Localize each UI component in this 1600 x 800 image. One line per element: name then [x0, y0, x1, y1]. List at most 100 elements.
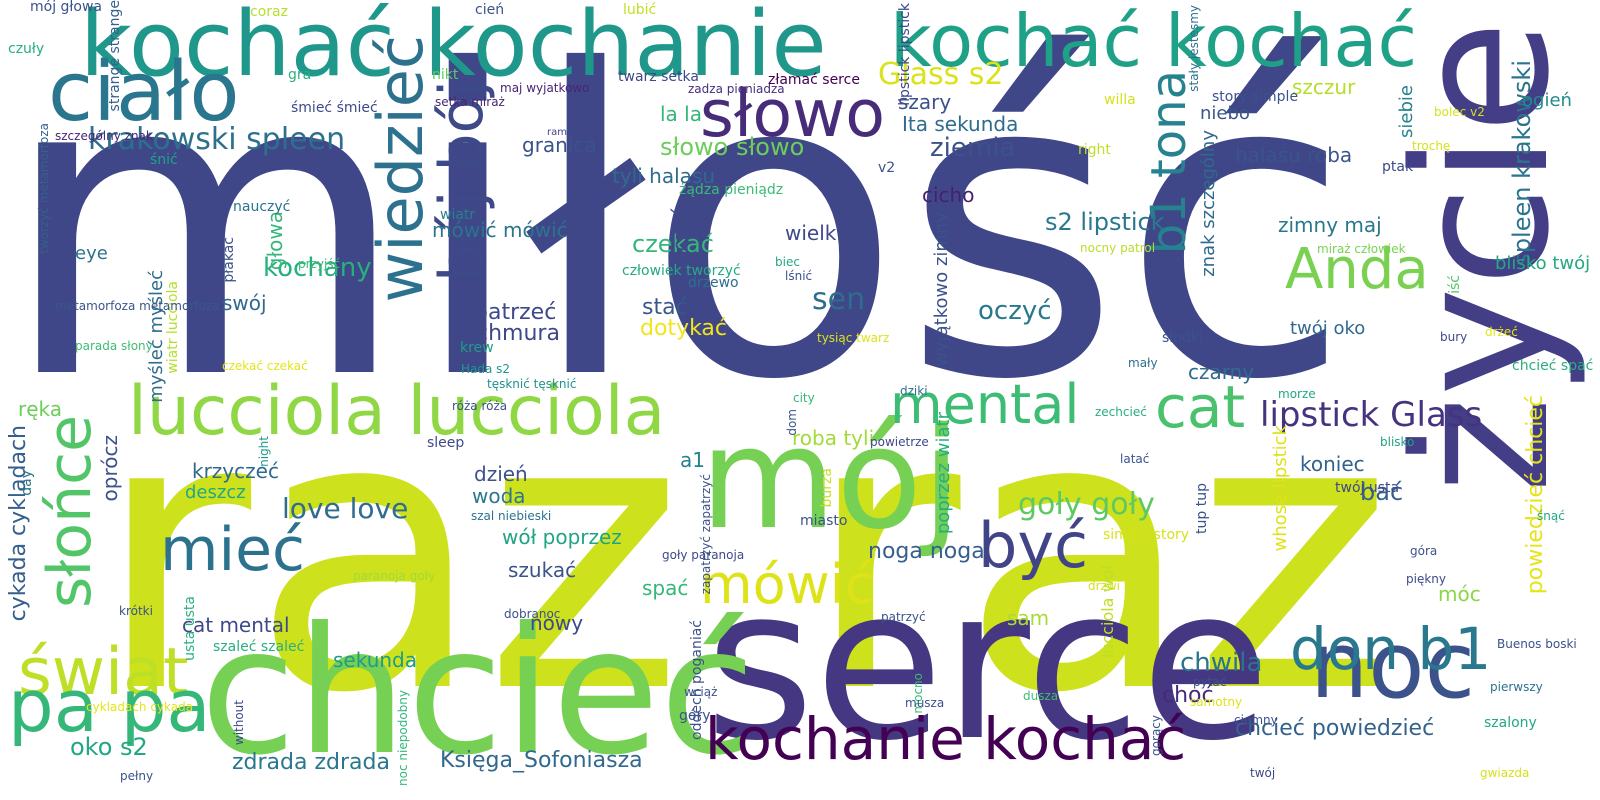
word-noc: noc	[1310, 612, 1476, 719]
word-nauczyc: nauczyć	[233, 199, 291, 215]
word-znak-szczegolny: znak szczególny	[1198, 130, 1219, 277]
word-gory: góry	[679, 708, 711, 724]
word-blisko-twoj: blisko twój	[1495, 253, 1591, 274]
word-twoj-usta: twój usta	[1335, 480, 1400, 496]
word-tyli-halasu: tyli halasu	[612, 164, 715, 188]
word-raz-raz: raz raz	[95, 333, 1393, 776]
word-nowy: nowy	[530, 611, 584, 635]
word-pa-pa: pa pa	[8, 664, 211, 748]
word-chmura: chmura	[476, 321, 560, 346]
word-serce: serce	[705, 542, 1270, 787]
word-lipstick-lipstick: lipstick lipstick	[897, 3, 913, 106]
word-maj-wyjatkowo: maj wyjatkowo	[500, 81, 590, 95]
word-cicho: cicho	[922, 183, 975, 207]
word-woda: woda	[472, 484, 526, 508]
word-bolec-v2: bolec v2	[1434, 105, 1485, 119]
word-chciec-spac: chcieć spać	[1512, 358, 1594, 374]
word-szczur: szczur	[1292, 75, 1356, 99]
word-zadza-pieniadz: żądza pieniądz	[679, 182, 784, 198]
word-twoj-oko: twój oko	[1290, 318, 1366, 339]
word-love-love: love love	[282, 492, 409, 525]
word-dotykac: dotykać	[640, 316, 728, 341]
word-usta-usta: usta usta	[182, 596, 198, 661]
word-cykada-cykladach: cykada cykladach	[6, 425, 31, 622]
word-blisko: blisko	[1380, 435, 1415, 449]
word-isc: iść	[1447, 275, 1463, 294]
word-szary: szary	[898, 90, 952, 114]
word-oczyc: oczyć	[978, 296, 1052, 326]
word-la-la: la la	[660, 102, 702, 126]
word-s2-lipstick: s2 lipstick	[1045, 208, 1165, 236]
word-pytac: pytać	[1193, 675, 1227, 689]
word-patrzec: patrzeć	[474, 300, 557, 325]
word-zechciec: zechcieć	[1095, 405, 1147, 419]
word-moc: móc	[1438, 582, 1481, 606]
word-simple-story: simple story	[1103, 527, 1190, 543]
word-krotki: krótki	[119, 604, 153, 618]
word-pelny: pełny	[120, 769, 154, 783]
word-sam: sam	[1007, 606, 1050, 630]
word-tworzyc-metamorfoza: tworzyć metamorfoza	[37, 123, 51, 254]
word-wielki: wielki	[785, 221, 842, 245]
word-twoj: twój	[1250, 766, 1276, 780]
word-day: day	[19, 470, 35, 496]
word-glowa: głowa	[263, 211, 287, 271]
word-don-b1: don b1	[1290, 615, 1492, 683]
word-plakac: płakać	[221, 237, 237, 283]
word-glass-s2: Glass s2	[878, 57, 1004, 92]
word-ziemia: ziemia	[930, 133, 1016, 163]
word-choc: choć	[1162, 683, 1214, 708]
word-kochac-kochac: kochać kochać	[890, 0, 1418, 83]
word-chciec: chcieć	[200, 591, 756, 794]
word-przyjsc: przyjść	[298, 257, 341, 271]
word-oprocz: oprócz	[98, 435, 122, 502]
word-goly-paranoja: goły paranoja	[662, 548, 745, 562]
word-piekny: piękny	[1406, 572, 1446, 586]
word-snic: śnić	[150, 152, 178, 168]
word-granica: granica	[522, 133, 597, 157]
word-roba-tyli: roba tyli	[792, 426, 875, 450]
word-szalony: szalony	[1484, 715, 1537, 731]
word-poprzez-wiatr: poprzez wiatr	[933, 412, 954, 535]
word-zimny-maj: zimny maj	[1278, 213, 1382, 237]
word-wciaz: wciąż	[684, 685, 718, 699]
word-sen: sen	[812, 282, 866, 317]
word-roza-roza: róża róża	[452, 399, 508, 413]
word-samotny: samotny	[1190, 695, 1243, 709]
word-troche: trochę	[1412, 139, 1451, 153]
word-reka: ręka	[18, 397, 63, 421]
word-spac: spać	[642, 576, 689, 600]
word-goly-goly: goły goły	[1018, 487, 1155, 522]
word-right: right	[1078, 142, 1111, 158]
word-lucciola-lucciola: lucciola lucciola	[128, 372, 666, 451]
word-bac: bać	[1360, 478, 1404, 506]
word-swiat: świat	[18, 635, 189, 710]
word-szczegolny-znak: szczególny znak	[55, 129, 153, 143]
word-kochany: kochany	[263, 253, 372, 283]
word-dusza: dusza	[1023, 689, 1059, 703]
word-staly-jestesmy: stały jestesmy	[1187, 5, 1201, 92]
word-czekac: czekać	[632, 230, 714, 258]
word-patrzyc: patrzyć	[881, 610, 926, 624]
word-halasu-roba: halasu roba	[1235, 143, 1353, 167]
word-milosc: miłość	[0, 0, 1352, 472]
word-slowo: słowo	[700, 77, 886, 152]
word-musza: musza	[905, 696, 945, 710]
word-wol-poprzez: wół poprzez	[502, 525, 622, 549]
word-hada-s2: Hada s2	[461, 362, 511, 376]
word-willa: willa	[1104, 92, 1136, 108]
word-noc-niepodobny: noc niepodobny	[396, 690, 410, 786]
word-siebie: siebie	[1396, 85, 1417, 138]
word-chwila: chwila	[1180, 648, 1263, 678]
word-powietrze: powietrze	[870, 435, 929, 449]
word-parada-slony: parada słony	[75, 339, 153, 353]
word-lsnic: lśnić	[785, 269, 813, 283]
word-ciemny: ciemny	[1234, 713, 1278, 727]
word-paranoja-goly: paranoja goły	[353, 569, 436, 583]
word-without: without	[232, 700, 246, 746]
word-ogien: ogień	[1522, 90, 1572, 111]
word-deszcz: deszcz	[185, 482, 246, 503]
word-kochac-kochanie: kochać kochanie	[80, 0, 827, 97]
word-miasto: miasto	[800, 513, 848, 529]
